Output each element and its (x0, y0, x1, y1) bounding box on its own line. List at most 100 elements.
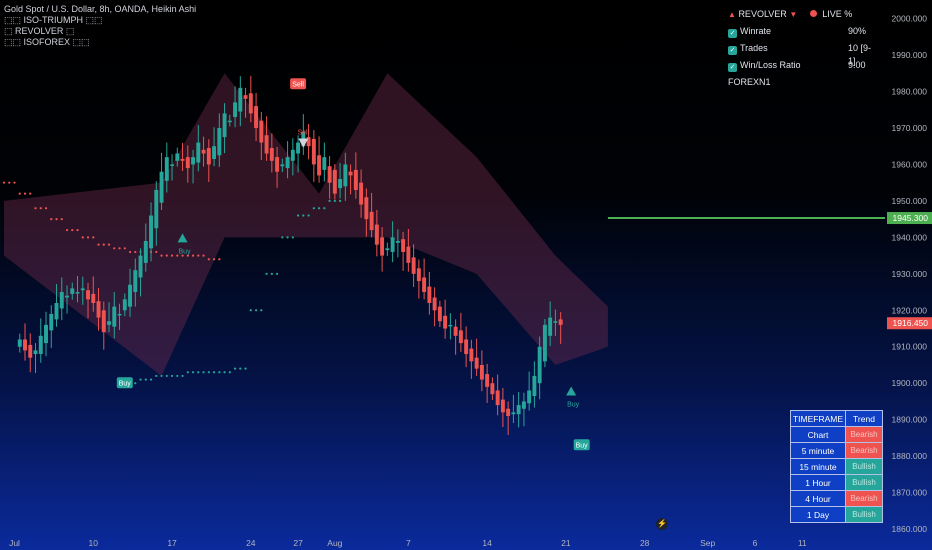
signal-box (116, 377, 133, 389)
candle (170, 154, 175, 181)
candle (233, 86, 238, 128)
candle (238, 76, 243, 127)
candle (290, 138, 295, 176)
y-tick-label: 1910.000 (892, 342, 928, 352)
trail-dot-upper (92, 236, 95, 239)
candle (343, 152, 348, 201)
candle (128, 268, 133, 317)
check-icon: ✓ (728, 29, 737, 38)
triangle-up-icon: ▲ (728, 10, 736, 19)
candle-body (227, 120, 232, 123)
trail-dot-upper (55, 218, 58, 221)
candle (364, 188, 369, 237)
trail-dot-lower (307, 214, 310, 217)
candle (264, 116, 269, 161)
y-tick-label: 1950.000 (892, 196, 928, 206)
trail-dot-lower (149, 378, 153, 381)
table-row: 5 minute Bearish (790, 442, 883, 459)
candle-body (427, 286, 432, 303)
trail-dot-upper (118, 247, 121, 250)
trail-dot-upper (186, 254, 189, 257)
price-label-text: 1945.300 (893, 213, 929, 223)
live-label: LIVE % (822, 9, 853, 19)
y-tick-label: 1940.000 (892, 232, 928, 242)
price-label: 1945.300 (887, 212, 932, 225)
candle (96, 288, 101, 331)
trail-dot-lower (270, 272, 273, 275)
trail-dot-upper (71, 228, 74, 232)
stats-value: 9.00 (848, 60, 866, 70)
y-tick-label: 1870.000 (892, 488, 928, 498)
candle (553, 309, 558, 336)
timeframe-cell: 4 Hour (790, 490, 846, 507)
candle-body (537, 346, 542, 384)
indicator-isoforex[interactable]: ⬚⬚ ISOFOREX ⬚⬚ (4, 37, 90, 47)
candle (80, 276, 85, 305)
trail-dot-upper (212, 258, 216, 261)
trail-dot-lower (197, 371, 200, 374)
candle (511, 394, 516, 423)
candle-body (196, 142, 201, 163)
trail-dot-lower (139, 378, 142, 381)
trail-dot-lower (323, 207, 326, 210)
candle-body (511, 412, 516, 415)
signal-label: Buy (567, 402, 580, 409)
candle-body (437, 306, 442, 322)
candle (406, 228, 411, 272)
candle (191, 149, 196, 184)
trail-dot-upper (176, 254, 179, 257)
candle (437, 300, 442, 328)
trail-dot-lower (181, 374, 184, 378)
trail-dot-upper (102, 243, 105, 246)
candle (479, 350, 484, 392)
trend-cell: Bullish (845, 474, 883, 491)
trail-dot-upper (123, 247, 126, 250)
indicator-revolver[interactable]: ⬚ REVOLVER ⬚ (4, 26, 75, 36)
candle-body (374, 224, 379, 245)
candle (380, 227, 385, 272)
trail-dot-lower (155, 374, 158, 378)
candle-body (395, 241, 400, 243)
x-tick-label: Sep (700, 538, 715, 548)
lightning-icon[interactable]: ⚡ (656, 518, 668, 530)
candle (558, 312, 563, 344)
candle-body (117, 313, 122, 316)
candle (359, 169, 364, 218)
trail-dot-lower (265, 272, 268, 275)
indicator-iso-triumph[interactable]: ⬚⬚ ISO-TRIUMPH ⬚⬚ (4, 15, 103, 25)
signal-box (573, 439, 590, 451)
candle-body (264, 135, 269, 154)
candle (548, 301, 553, 347)
candle (254, 92, 259, 142)
candle-body (217, 127, 222, 156)
candle-body (23, 339, 27, 351)
trail-dot-upper (107, 243, 111, 246)
candle (269, 133, 274, 173)
y-tick-label: 1930.000 (892, 269, 928, 279)
stats-value: 90% (848, 26, 867, 36)
candle (296, 135, 301, 173)
signal-label: Buy (576, 443, 589, 450)
chart-legend[interactable]: Gold Spot / U.S. Dollar, 8h, OANDA, Heik… (4, 4, 196, 48)
candle-body (542, 324, 547, 362)
candle-body (269, 148, 274, 161)
table-row: 15 minute Bullish (790, 458, 883, 475)
candle (317, 136, 322, 183)
candle-body (59, 292, 64, 309)
candle-body (317, 155, 322, 176)
candle (485, 363, 490, 403)
candle (427, 272, 432, 315)
triangle-down-icon (298, 138, 309, 148)
cloud-band (4, 73, 608, 376)
trail-dot-upper (202, 254, 205, 257)
candle (86, 282, 90, 319)
candle (422, 258, 427, 300)
trail-dot-upper (170, 254, 174, 257)
candle-body (495, 390, 500, 406)
trail-dot-lower (134, 382, 137, 385)
candle-body (422, 277, 427, 293)
trail-dot-upper (81, 236, 84, 239)
cloud-layer (4, 73, 608, 376)
